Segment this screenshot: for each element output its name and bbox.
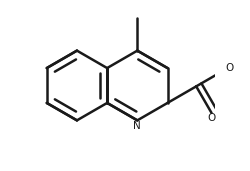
Text: N: N [134, 121, 141, 131]
Text: O: O [208, 113, 216, 123]
Text: O: O [226, 63, 234, 73]
